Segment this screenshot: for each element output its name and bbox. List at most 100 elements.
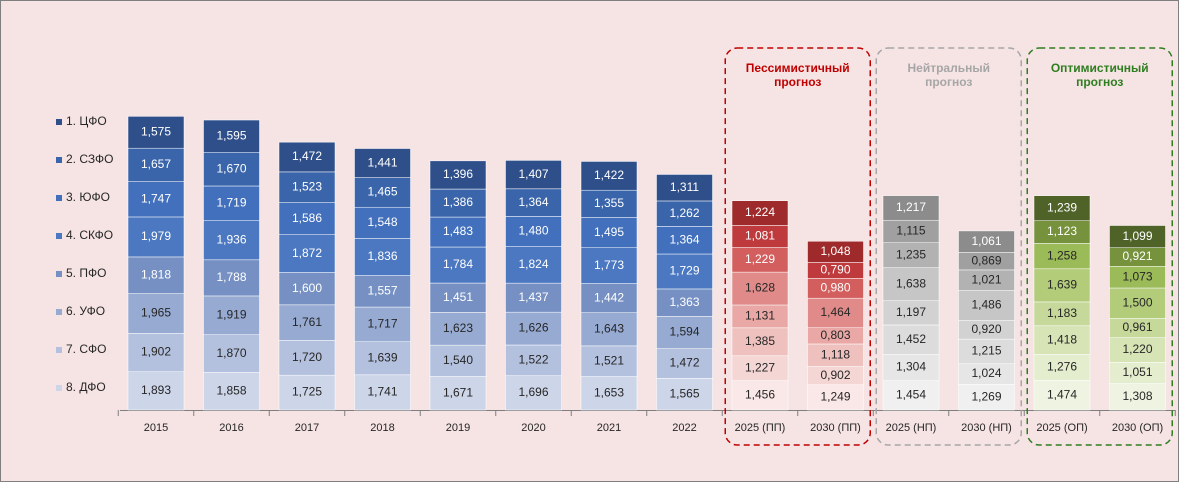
- value-label: 1,262: [669, 206, 699, 220]
- value-label: 1,407: [518, 167, 548, 181]
- legend-label: 1. ЦФО: [66, 114, 107, 128]
- x-tick-label: 2030 (НП): [961, 422, 1012, 434]
- value-label: 1,229: [745, 252, 775, 266]
- value-label: 1,304: [896, 360, 926, 374]
- bar-segment: [429, 246, 487, 284]
- value-label: 1,500: [1122, 295, 1152, 309]
- x-tick-label: 2020: [521, 422, 545, 434]
- value-label: 1,396: [443, 167, 473, 181]
- bar-segment: [882, 354, 940, 381]
- bar-segment: [807, 297, 864, 328]
- value-label: 1,215: [971, 344, 1001, 358]
- value-label: 1,131: [745, 309, 775, 323]
- legend-label: 6. УФО: [66, 304, 105, 318]
- value-label: 1,784: [443, 257, 473, 271]
- bar-segment: [882, 242, 940, 268]
- value-label: 0,980: [820, 280, 850, 294]
- value-label: 1,725: [292, 385, 322, 399]
- value-label: 1,893: [141, 383, 171, 397]
- bar-segment: [580, 283, 638, 313]
- value-label: 1,600: [292, 281, 322, 295]
- value-label: 1,220: [1122, 342, 1152, 356]
- bar-segment: [882, 195, 940, 221]
- value-label: 1,653: [594, 385, 624, 399]
- bar-segment: [127, 147, 185, 182]
- value-label: 1,355: [594, 196, 624, 210]
- value-label: 1,557: [367, 283, 397, 297]
- value-label: 1,919: [216, 307, 246, 321]
- bar-segment: [505, 375, 562, 411]
- bar-segment: [1109, 337, 1166, 363]
- value-label: 1,872: [292, 246, 322, 260]
- value-label: 1,575: [141, 124, 171, 138]
- bar-segment: [429, 312, 487, 346]
- bar-segment: [580, 189, 638, 218]
- bar-segment: [731, 380, 789, 411]
- value-label: 0,869: [971, 253, 1001, 267]
- value-label: 1,249: [820, 390, 850, 404]
- value-label: 1,183: [1047, 306, 1077, 320]
- value-label: 1,979: [141, 229, 171, 243]
- bar-segment: [278, 234, 336, 273]
- value-label: 1,441: [367, 155, 397, 169]
- bar-segment: [505, 160, 562, 190]
- bar-segment: [580, 217, 638, 249]
- bar-segment: [203, 372, 260, 411]
- value-label: 1,073: [1122, 269, 1152, 283]
- value-label: 1,472: [669, 356, 699, 370]
- legend-marker: [56, 347, 62, 353]
- x-tick-label: 2025 (ПП): [735, 422, 786, 434]
- value-label: 1,454: [896, 387, 926, 401]
- value-label: 1,276: [1047, 360, 1077, 374]
- bar-segment: [731, 247, 789, 273]
- forecast-label: Оптимистичный прогноз: [1050, 61, 1149, 89]
- value-label: 1,308: [1122, 389, 1152, 403]
- value-label: 1,311: [670, 180, 699, 194]
- bar-segment: [656, 288, 713, 317]
- x-tick-label: 2025 (НП): [886, 422, 937, 434]
- bar-segment: [203, 220, 260, 261]
- value-label: 1,364: [669, 232, 699, 246]
- bar-segment: [958, 290, 1015, 321]
- value-label: 1,638: [896, 276, 926, 290]
- value-label: 0,902: [820, 368, 850, 382]
- legend-label: 8. ДФО: [66, 380, 106, 394]
- bar-segment: [127, 371, 185, 411]
- value-label: 1,902: [141, 345, 171, 359]
- value-label: 1,021: [971, 272, 1001, 286]
- bar-segment: [958, 338, 1015, 364]
- value-label: 1,836: [367, 249, 397, 263]
- value-label: 1,639: [367, 350, 397, 364]
- value-label: 1,628: [745, 281, 775, 295]
- value-label: 1,623: [443, 321, 473, 335]
- value-label: 1,258: [1047, 248, 1077, 262]
- bar-segment: [1109, 287, 1166, 319]
- value-label: 1,936: [216, 232, 246, 246]
- bar-segment: [731, 271, 789, 306]
- value-label: 1,442: [594, 290, 624, 304]
- value-label: 1,418: [1047, 332, 1077, 346]
- bar-segment: [127, 333, 185, 373]
- legend-marker: [56, 195, 62, 201]
- bar-segment: [203, 185, 260, 221]
- value-label: 1,495: [594, 225, 624, 239]
- value-label: 1,061: [971, 234, 1001, 248]
- value-label: 0,790: [820, 263, 850, 277]
- bar-segment: [278, 304, 336, 341]
- legend-marker: [56, 119, 62, 125]
- value-label: 1,227: [745, 360, 775, 374]
- forecast-label: Нейтральный прогноз: [907, 61, 990, 89]
- bar-segment: [429, 375, 487, 411]
- legend-label: 7. СФО: [66, 342, 106, 356]
- bar-segment: [958, 230, 1015, 253]
- bar-segment: [656, 226, 713, 255]
- legend-label: 3. ЮФО: [66, 190, 110, 204]
- value-label: 1,522: [518, 353, 548, 367]
- bar-segment: [580, 247, 638, 284]
- value-label: 1,858: [216, 383, 246, 397]
- value-label: 1,626: [518, 321, 548, 335]
- value-label: 1,451: [443, 290, 473, 304]
- forecast-label: Пессимистичный прогноз: [745, 61, 850, 89]
- value-label: 1,741: [367, 385, 397, 399]
- x-tick-label: 2018: [370, 422, 394, 434]
